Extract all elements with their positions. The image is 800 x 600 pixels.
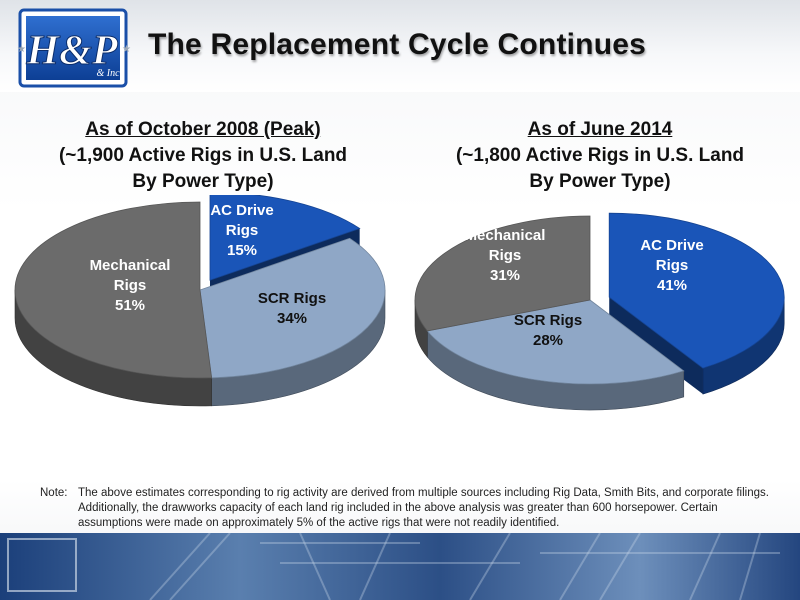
- pie-slice-label: SCR Rigs 34%: [258, 290, 326, 327]
- pie-slice: [14, 201, 213, 379]
- left-chart-title: As of October 2008 (Peak) (~1,900 Active…: [8, 117, 398, 195]
- right-chart-title-line-3: By Power Type): [529, 171, 671, 192]
- logo-text: H&P: [26, 28, 118, 74]
- pie-slice-label: AC Drive Rigs 15%: [210, 202, 273, 259]
- header-band: [0, 0, 800, 92]
- left-chart-title-line-2: (~1,900 Active Rigs in U.S. Land: [58, 145, 348, 166]
- left-chart-title-line-1: As of October 2008 (Peak): [85, 119, 321, 140]
- pie-chart-1: AC Drive Rigs 15% SCR Rigs 34% Mechanical Rigs…: [14, 195, 386, 407]
- logo-small-text: & Inc: [96, 68, 120, 79]
- pie-slice: [426, 299, 685, 385]
- star-icon: ★: [17, 44, 26, 55]
- footnote-text: The above estimates corresponding to rig…: [78, 487, 769, 529]
- footnote-label: Note:: [40, 487, 68, 499]
- pie-slice: [414, 215, 591, 332]
- right-chart-title: As of June 2014 (~1,800 Active Rigs in U…: [405, 117, 795, 195]
- pie-chart-2: AC Drive Rigs 41% SCR Rigs 28% Mechanical Rigs…: [414, 212, 785, 411]
- footer-logo-icon: [7, 538, 77, 592]
- right-chart-title-line-1: As of June 2014: [527, 119, 673, 140]
- pie-charts: AC Drive Rigs 15% SCR Rigs 34% Mechanical Rigs…: [14, 195, 785, 411]
- pie-slice: [199, 237, 386, 379]
- pie-slice-label: SCR Rigs 28%: [514, 312, 582, 349]
- pie-slice: [209, 195, 361, 281]
- page-title: The Replacement Cycle Continues: [148, 28, 646, 61]
- footer-banner: [0, 533, 800, 600]
- right-chart-title-line-2: (~1,800 Active Rigs in U.S. Land: [455, 145, 745, 166]
- pie-slice-label: AC Drive Rigs 41%: [640, 237, 703, 294]
- star-icon: ★: [122, 44, 131, 55]
- pie-slice-label: Mechanical Rigs 51%: [90, 257, 171, 314]
- left-chart-title-line-3: By Power Type): [132, 171, 274, 192]
- footnote: Note: The above estimates corresponding …: [40, 486, 780, 531]
- company-logo: H&P & Inc ★ ★: [17, 8, 131, 88]
- pie-slice-label: Mechanical Rigs 31%: [465, 227, 546, 284]
- pie-slice: [608, 212, 785, 369]
